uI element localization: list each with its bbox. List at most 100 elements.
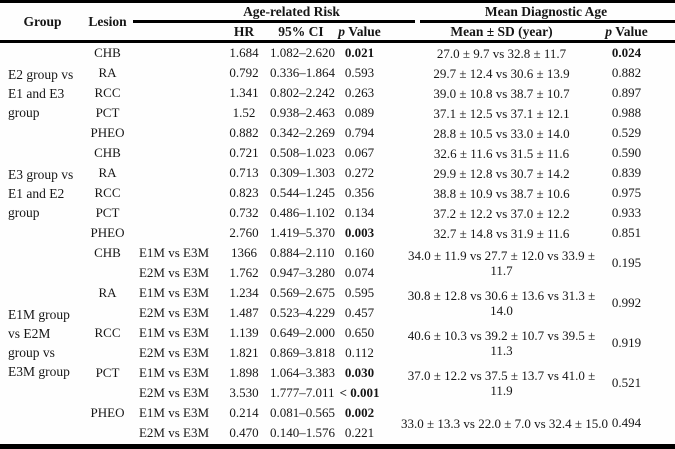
mean-sd-cell: 33.0 ± 13.3 vs 22.0 ± 7.0 vs 32.4 ± 15.0 [401,415,609,431]
ci-cell: 0.544–1.245 [270,185,335,200]
ci-cell: 0.947–3.280 [270,265,335,280]
p-value-cell: 0.988 [611,105,642,120]
hr-cell: 1.487 [229,305,259,320]
table-row: E2M vs E3M 3.530 1.777–7.011 < 0.001 [0,383,675,403]
comparison-cell [130,203,218,223]
hr-cell: 3.530 [229,385,259,400]
column-group-header-mean-diagnostic-age: Mean Diagnostic Age [484,4,608,19]
table-header: Group Lesion Age-related Risk Mean Diagn… [0,3,675,40]
ci-cell: 0.309–1.303 [270,165,335,180]
statistics-table: E2 group vs E1 and E3 group CHB 1.684 1.082… [0,43,675,443]
ci-cell: 1.777–7.011 [270,385,335,400]
ci-cell: 0.802–2.242 [270,85,335,100]
mean-sd-cell: 34.0 ± 11.9 vs 27.7 ± 12.0 vs 33.9 ± 11.… [407,248,596,278]
column-header-hr: HR [233,24,255,39]
column-header-p-value-risk: p Value [332,23,387,40]
table-row: PCT 0.732 0.486–1.102 0.134 37.2 ± 12.2 vs 3… [0,203,675,223]
comparison-cell: E1M vs E3M [138,325,210,340]
p-value-label: Value [348,24,381,39]
lesion-cell: CHB [94,45,121,60]
table-row: RCC E1M vs E3M 1.139 0.649–2.000 0.650 40.6 ±… [0,323,675,358]
p-value-cell: 0.457 [344,305,375,320]
table-row: RA E1M vs E3M 1.234 0.569–2.675 0.595 30.8 ± … [0,283,675,318]
hr-cell: 0.823 [229,185,259,200]
lesion-cell: RA [98,165,117,180]
mean-sd-cell: 37.0 ± 12.2 vs 37.5 ± 13.7 vs 41.0 ± 11.… [407,368,596,398]
ci-cell: 0.508–1.023 [270,145,335,160]
comparison-cell [130,143,218,163]
ci-cell: 1.064–3.383 [270,365,335,380]
hr-cell: 0.721 [229,145,259,160]
ci-cell: 0.523–4.229 [270,305,335,320]
p-italic: p [605,24,613,39]
lesion-cell: CHB [94,245,121,260]
hr-cell: 1.821 [229,345,259,360]
p-value-cell: 0.975 [611,185,642,200]
table-row: E2M vs E3M 1.821 0.869–3.818 0.112 [0,343,675,363]
hr-cell: 1.341 [229,85,259,100]
p-value-cell: 0.897 [611,85,642,100]
p-value-cell: 0.089 [344,105,375,120]
table-row: E2M vs E3M 0.470 0.140–1.576 0.221 [0,423,675,443]
p-italic: p [338,24,346,39]
p-value-cell: 0.074 [344,265,375,280]
comparison-cell [130,223,218,243]
comparison-cell: E2M vs E3M [138,305,210,320]
p-value-cell: 0.650 [344,325,375,340]
comparison-cell [130,83,218,103]
table-bottom-rule [0,444,675,449]
table-row: PCT 1.52 0.938–2.463 0.089 37.1 ± 12.5 vs 37… [0,103,675,123]
column-header-p-value-age: p Value [590,23,663,40]
p-value-cell: 0.992 [611,295,642,310]
p-value-cell: 0.160 [344,245,375,260]
hr-cell: 0.792 [229,65,259,80]
lesion-cell: RCC [94,325,121,340]
p-value-cell: 0.521 [611,375,642,390]
mean-sd-cell: 39.0 ± 10.8 vs 38.7 ± 10.7 [433,85,570,101]
table-row: PHEO 0.882 0.342–2.269 0.794 28.8 ± 10.5 vs … [0,123,675,143]
column-group-header-age-related-risk: Age-related Risk [243,4,340,19]
mean-sd-cell: 37.2 ± 12.2 vs 37.0 ± 12.2 [433,205,570,221]
hr-cell: 1.234 [229,285,259,300]
table-row: PCT E1M vs E3M 1.898 1.064–3.383 0.030 37.0 ±… [0,363,675,398]
p-value-cell: 0.794 [344,125,375,140]
ci-cell: 0.081–0.565 [270,405,335,420]
mean-sd-cell: 27.0 ± 9.7 vs 32.8 ± 11.7 [436,45,567,61]
table-row: E2 group vs E1 and E3 group CHB 1.684 1.082… [0,43,675,120]
lesion-cell: PHEO [90,405,125,420]
p-value-cell: 0.933 [611,205,642,220]
ci-cell: 0.140–1.576 [270,425,335,440]
p-value-cell: 0.221 [344,425,375,440]
table-top-rule [0,0,675,3]
hr-cell: 1.139 [229,325,259,340]
header-divider-rule [0,40,675,43]
group-cell: E3 group vs E1 and E2 group [8,166,74,220]
mean-sd-cell: 29.9 ± 12.8 vs 30.7 ± 14.2 [433,165,570,181]
hr-cell: 0.882 [229,125,259,140]
comparison-cell: E1M vs E3M [138,405,210,420]
ci-cell: 0.486–1.102 [270,205,335,220]
hr-cell: 1.898 [229,365,259,380]
table-row: RA 0.792 0.336–1.864 0.593 29.7 ± 12.4 vs 30… [0,63,675,83]
table-row: E2M vs E3M 1.487 0.523–4.229 0.457 [0,303,675,323]
p-value-cell: 0.494 [611,415,642,430]
hr-cell: 2.760 [229,225,259,240]
hr-cell: 1.684 [229,45,259,60]
ci-cell: 1.419–5.370 [270,225,335,240]
ci-cell: 0.869–3.818 [270,345,335,360]
lesion-cell: RCC [94,185,121,200]
p-value-cell: 0.195 [611,255,642,270]
table-row: RA 0.713 0.309–1.303 0.272 29.9 ± 12.8 vs 30… [0,163,675,183]
comparison-cell [130,163,218,183]
comparison-cell: E1M vs E3M [138,365,210,380]
column-header-95ci: 95% CI [278,24,324,39]
table-row: E1M group vs E2M group vs E3M group CHB E1… [0,243,675,379]
group-cell: E2 group vs E1 and E3 group [8,66,74,120]
comparison-cell: E2M vs E3M [138,345,210,360]
comparison-cell: E2M vs E3M [138,385,210,400]
ci-cell: 0.649–2.000 [270,325,335,340]
mean-sd-cell: 38.8 ± 10.9 vs 38.7 ± 10.6 [433,185,570,201]
p-value-cell: 0.067 [344,145,375,160]
table-row: PHEO E1M vs E3M 0.214 0.081–0.565 0.002 33.0 … [0,403,675,431]
comparison-cell: E1M vs E3M [138,285,210,300]
